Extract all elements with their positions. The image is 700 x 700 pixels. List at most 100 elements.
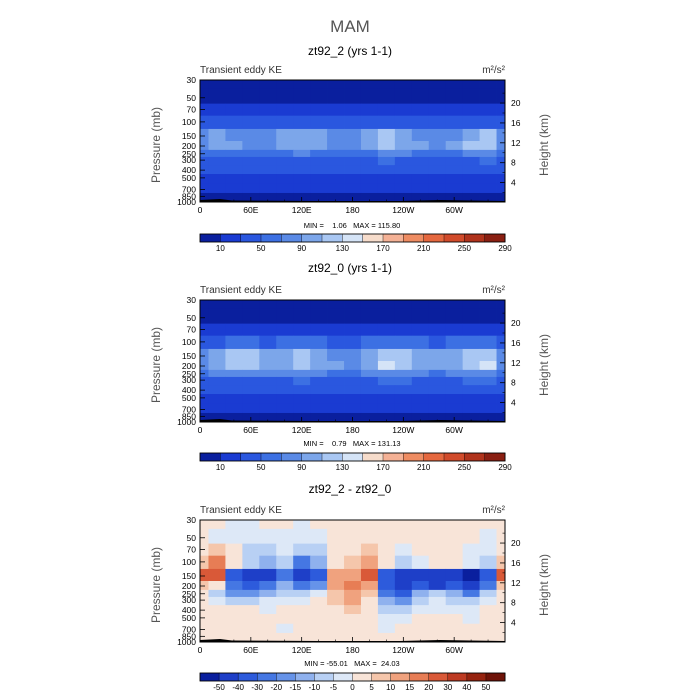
heatmap-cell bbox=[327, 543, 345, 557]
heatmap-cell bbox=[208, 596, 226, 606]
heatmap-cell bbox=[259, 614, 277, 625]
heatmap-cell bbox=[225, 80, 243, 90]
heatmap-cell bbox=[479, 149, 497, 158]
heatmap-cell bbox=[242, 183, 260, 194]
heatmap-cell bbox=[276, 141, 294, 151]
heatmap-cell bbox=[276, 323, 294, 337]
heatmap-cell bbox=[344, 568, 362, 582]
heatmap-cell bbox=[276, 80, 294, 90]
heatmap-cell bbox=[200, 183, 209, 194]
colorbar-swatch bbox=[485, 672, 506, 682]
y-tick-label: 700 bbox=[182, 405, 196, 415]
heatmap-cell bbox=[327, 520, 345, 530]
heatmap-cell bbox=[496, 308, 506, 325]
heatmap-cell bbox=[445, 376, 464, 386]
colorbar-label: -5 bbox=[330, 683, 338, 692]
heatmap-cell bbox=[293, 581, 311, 591]
heatmap-cell bbox=[276, 605, 294, 615]
heatmap-cell bbox=[344, 174, 362, 185]
y2-tick-label: 12 bbox=[511, 138, 521, 148]
heatmap-cell bbox=[327, 149, 345, 158]
heatmap-cell bbox=[225, 88, 243, 105]
heatmap-cell bbox=[327, 394, 345, 405]
heatmap-cell bbox=[208, 128, 226, 142]
heatmap-cell bbox=[293, 174, 311, 185]
heatmap-cell bbox=[360, 543, 379, 557]
y-tick-label: 200 bbox=[182, 581, 196, 591]
heatmap-cell bbox=[327, 128, 345, 142]
y-tick-label: 500 bbox=[182, 173, 196, 183]
heatmap-cell bbox=[310, 308, 328, 325]
heatmap-cell bbox=[225, 555, 243, 570]
colorbar-swatch bbox=[199, 672, 220, 682]
heatmap-cell bbox=[496, 115, 506, 130]
heatmap-cell bbox=[377, 174, 396, 185]
colorbar-label: 90 bbox=[297, 463, 306, 472]
heatmap-cell bbox=[411, 103, 430, 117]
heatmap-cell bbox=[208, 115, 226, 130]
x-tick-label: 120W bbox=[392, 205, 414, 215]
heatmap-cell bbox=[293, 103, 311, 117]
heatmap-cell bbox=[259, 103, 277, 117]
heatmap-cell bbox=[225, 103, 243, 117]
heatmap-cell bbox=[445, 149, 464, 158]
colorbar-swatch bbox=[464, 233, 486, 243]
heatmap-cell bbox=[327, 348, 345, 362]
heatmap-cell bbox=[225, 348, 243, 362]
heatmap-cell bbox=[344, 323, 362, 337]
heatmap-cell bbox=[428, 128, 447, 142]
heatmap-cell bbox=[225, 192, 243, 200]
colorbar-swatch bbox=[447, 672, 468, 682]
heatmap-cell bbox=[360, 323, 379, 337]
heatmap-cell bbox=[428, 596, 447, 606]
colorbar-swatch bbox=[256, 672, 277, 682]
heatmap-cell bbox=[445, 88, 464, 105]
heatmap-cell bbox=[344, 149, 362, 158]
colorbar-label: 290 bbox=[498, 244, 512, 253]
terrain-mask bbox=[200, 419, 505, 422]
heatmap-cell bbox=[479, 361, 497, 371]
colorbar-swatch bbox=[333, 672, 354, 682]
heatmap-cell bbox=[428, 335, 447, 350]
heatmap-cell bbox=[344, 581, 362, 591]
heatmap-cell bbox=[445, 581, 464, 591]
heatmap-cell bbox=[225, 174, 243, 185]
heatmap-cell bbox=[242, 614, 260, 625]
colorbar-label: 30 bbox=[443, 683, 452, 692]
heatmap-cell bbox=[445, 605, 464, 615]
heatmap-cell bbox=[276, 632, 294, 640]
minmax-stats: MIN = -55.01 MAX = 24.03 bbox=[304, 659, 399, 668]
heatmap-cell bbox=[462, 369, 480, 378]
heatmap-cell bbox=[208, 632, 226, 640]
colorbar-swatch bbox=[260, 452, 282, 462]
heatmap-cell bbox=[276, 300, 294, 310]
heatmap-cell bbox=[462, 115, 480, 130]
heatmap-cell bbox=[200, 80, 209, 90]
heatmap-cell bbox=[394, 520, 413, 530]
heatmap-cell bbox=[428, 323, 447, 337]
heatmap-cell bbox=[259, 596, 277, 606]
heatmap-cell bbox=[479, 528, 497, 545]
heatmap-cell bbox=[411, 174, 430, 185]
heatmap-cell bbox=[394, 115, 413, 130]
heatmap-cell bbox=[377, 300, 396, 310]
heatmap-cell bbox=[479, 623, 497, 634]
heatmap-cell bbox=[208, 376, 226, 386]
heatmap-cell bbox=[327, 412, 345, 420]
y-tick-label: 100 bbox=[182, 557, 196, 567]
heatmap-cell bbox=[445, 520, 464, 530]
heatmap-cell bbox=[496, 174, 506, 185]
heatmap-cell bbox=[293, 605, 311, 615]
heatmap-cell bbox=[327, 308, 345, 325]
heatmap-cell bbox=[200, 596, 209, 606]
colorbar-label: 40 bbox=[462, 683, 471, 692]
heatmap-cell bbox=[394, 528, 413, 545]
colorbar-label: 130 bbox=[336, 463, 350, 472]
heatmap-cell bbox=[377, 520, 396, 530]
heatmap-cell bbox=[208, 308, 226, 325]
y-tick-label: 30 bbox=[187, 515, 197, 525]
heatmap-cell bbox=[259, 88, 277, 105]
y-tick-label: 1000 bbox=[177, 197, 196, 207]
colorbar-swatch bbox=[409, 672, 430, 682]
